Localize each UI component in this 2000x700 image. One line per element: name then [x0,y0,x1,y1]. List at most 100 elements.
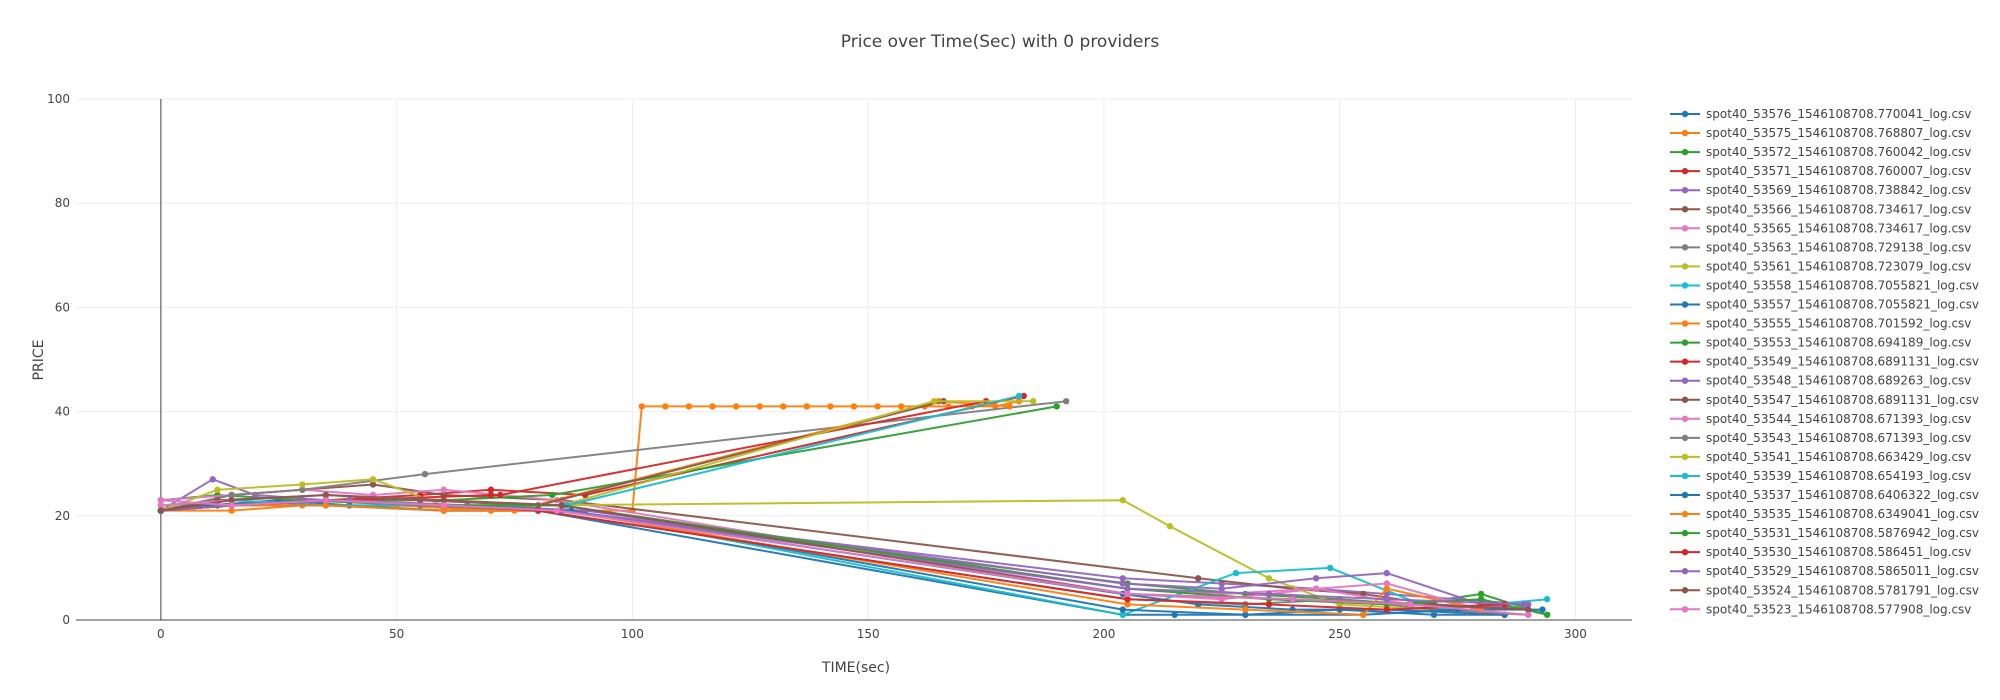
legend-item[interactable]: spot40_53543_1546108708.671393_log.csv [1670,431,1971,445]
legend-label: spot40_53547_1546108708.6891131_log.csv [1706,393,1979,407]
legend-swatch-marker [1681,415,1689,422]
data-point [421,470,429,478]
x-axis-title: TIME(sec) [821,660,890,676]
legend-item[interactable]: spot40_53530_1546108708.586451_log.csv [1670,545,1971,559]
legend-item[interactable]: spot40_53566_1546108708.734617_log.csv [1670,202,1971,216]
legend-label: spot40_53541_1546108708.663429_log.csv [1706,450,1971,464]
data-point [1119,580,1126,587]
legend-item[interactable]: spot40_53541_1546108708.663429_log.csv [1670,450,1971,464]
data-point [209,476,216,483]
legend-label: spot40_53565_1546108708.734617_log.csv [1706,221,1971,235]
data-point [369,476,377,483]
data-point [322,496,330,504]
legend-item[interactable]: spot40_53561_1546108708.723079_log.csv [1670,259,1971,273]
data-point [1539,606,1546,613]
data-point [1124,595,1131,603]
legend-swatch-marker [1681,453,1689,461]
legend-label: spot40_53555_1546108708.701592_log.csv [1706,317,1971,331]
y-tick-label: 80 [55,196,70,210]
legend-swatch-marker [1681,167,1689,175]
data-point [1430,611,1438,618]
legend-label: spot40_53524_1546108708.5781791_log.csv [1706,583,1979,597]
legend-swatch-marker [1681,244,1689,251]
legend-item[interactable]: spot40_53565_1546108708.734617_log.csv [1670,221,1971,235]
data-point [1119,606,1126,613]
legend-item[interactable]: spot40_53535_1546108708.6349041_log.csv [1670,507,1979,521]
legend-label: spot40_53572_1546108708.760042_log.csv [1706,145,1971,159]
legend-item[interactable]: spot40_53572_1546108708.760042_log.csv [1670,145,1971,159]
data-point [1053,403,1060,410]
chart-title: Price over Time(Sec) with 0 providers [840,32,1160,52]
legend-item[interactable]: spot40_53557_1546108708.7055821_log.csv [1670,298,1979,312]
data-point [157,507,165,514]
data-point [553,507,561,514]
legend-swatch-marker [1681,377,1689,384]
data-point [709,403,716,410]
legend-item[interactable]: spot40_53575_1546108708.768807_log.csv [1670,126,1971,140]
data-point [827,403,834,410]
legend-item[interactable]: spot40_53523_1546108708.577908_log.csv [1670,602,1971,616]
legend-swatch-marker [1681,339,1689,346]
data-point [1242,611,1249,618]
data-point [1015,392,1023,400]
data-point [369,481,377,488]
legend-label: spot40_53571_1546108708.760007_log.csv [1706,164,1971,178]
legend-item[interactable]: spot40_53569_1546108708.738842_log.csv [1670,183,1971,197]
data-point [1477,595,1485,603]
data-point [1525,606,1532,613]
y-axis-title: PRICE [31,340,47,381]
series-line [160,499,1505,611]
legend-label: spot40_53523_1546108708.577908_log.csv [1706,602,1971,616]
legend-item[interactable]: spot40_53549_1546108708.6891131_log.csv [1670,355,1979,369]
legend-swatch-marker [1681,206,1689,213]
legend-item[interactable]: spot40_53571_1546108708.760007_log.csv [1670,164,1971,178]
legend-swatch-marker [1681,320,1689,327]
data-point [1119,575,1126,582]
data-point [549,491,556,499]
legend-swatch-marker [1681,548,1689,556]
legend-item[interactable]: spot40_53576_1546108708.770041_log.csv [1670,107,1971,121]
legend-item[interactable]: spot40_53529_1546108708.5865011_log.csv [1670,564,1979,578]
legend-item[interactable]: spot40_53539_1546108708.654193_log.csv [1670,469,1971,483]
legend-item[interactable]: spot40_53555_1546108708.701592_log.csv [1670,317,1971,331]
legend[interactable]: spot40_53576_1546108708.770041_log.csvsp… [1670,107,1979,616]
data-point [1312,585,1320,592]
y-tick-label: 60 [55,300,70,314]
x-tick-label: 300 [1564,627,1587,641]
legend-item[interactable]: spot40_53548_1546108708.689263_log.csv [1670,374,1971,388]
legend-swatch-marker [1681,510,1689,518]
x-tick-label: 150 [857,627,880,641]
legend-item[interactable]: spot40_53544_1546108708.671393_log.csv [1670,412,1971,426]
data-point [214,486,221,493]
x-tick-label: 100 [621,627,644,641]
x-tick-label: 50 [389,627,404,641]
data-point [558,502,565,509]
x-tick-label: 200 [1092,627,1115,641]
legend-item[interactable]: spot40_53553_1546108708.694189_log.csv [1670,336,1971,350]
legend-item[interactable]: spot40_53537_1546108708.6406322_log.csv [1670,488,1979,502]
legend-item[interactable]: spot40_53531_1546108708.5876942_log.csv [1670,526,1979,540]
legend-swatch-marker [1681,110,1689,118]
data-point [638,403,646,410]
axes-layer: 0 50 100 150 200 250 300 0 20 40 60 80 100 [47,92,1632,641]
legend-swatch-marker [1681,282,1689,289]
legend-swatch-marker [1681,396,1689,403]
data-point [1265,601,1273,608]
data-point [487,491,495,499]
data-point [1171,611,1178,618]
legend-item[interactable]: spot40_53563_1546108708.729138_log.csv [1670,240,1971,254]
data-point [874,403,881,410]
data-point [228,507,235,514]
legend-item[interactable]: spot40_53558_1546108708.7055821_log.csv [1670,278,1979,292]
data-point [322,502,330,509]
legend-label: spot40_53530_1546108708.586451_log.csv [1706,545,1971,559]
data-point [732,403,740,410]
data-point [1525,601,1532,608]
legend-swatch-marker [1681,606,1689,613]
data-point [1265,575,1273,582]
data-point [1006,403,1013,410]
legend-item[interactable]: spot40_53547_1546108708.6891131_log.csv [1670,393,1979,407]
grid-layer [76,98,1632,620]
legend-item[interactable]: spot40_53524_1546108708.5781791_log.csv [1670,583,1979,597]
